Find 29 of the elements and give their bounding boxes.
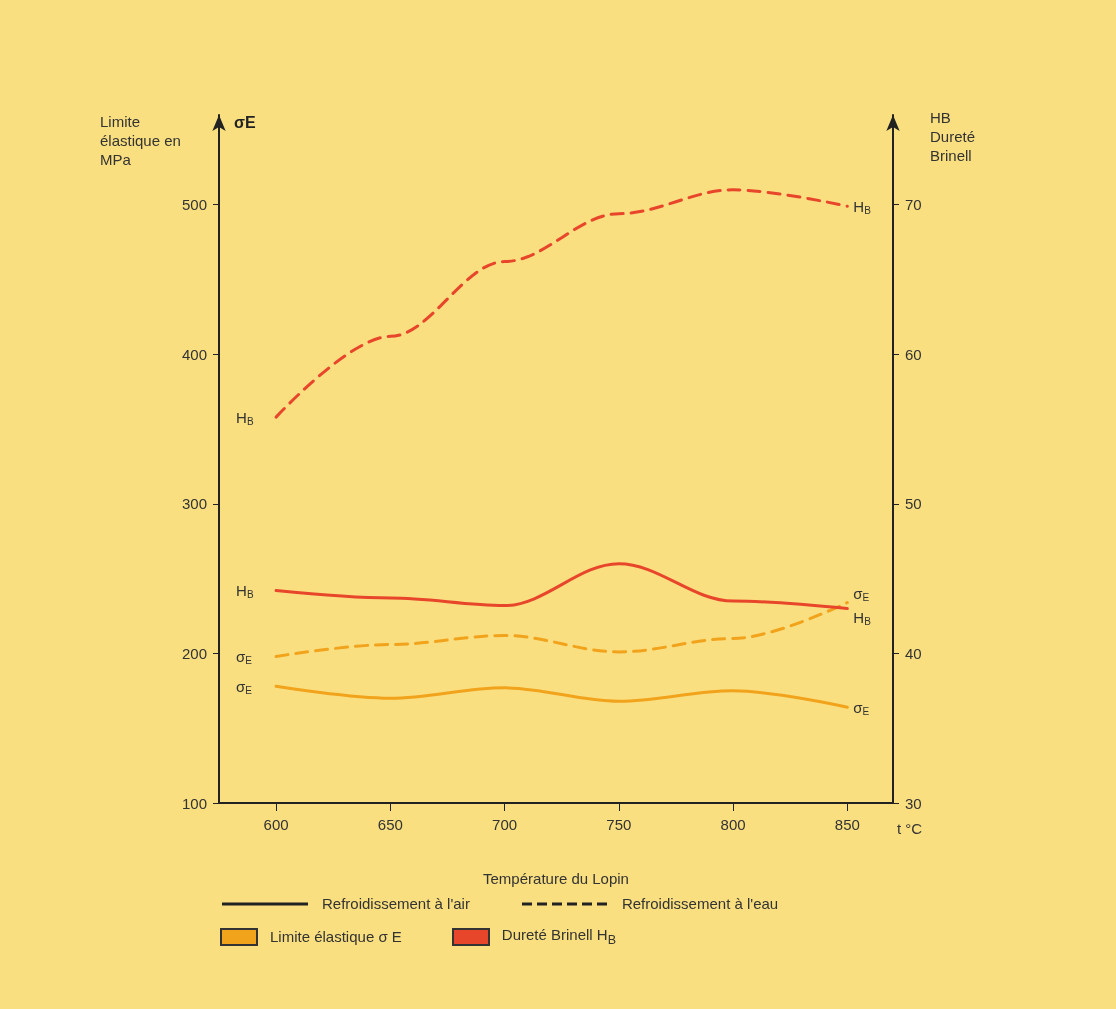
y2-tick-label: 70 [905,196,922,214]
x-tick-label: 650 [377,816,403,833]
y-tick-label: 500 [181,196,207,214]
y2-tick-label: 30 [905,794,922,812]
text: t °C [897,820,923,837]
y2-tick-label: 50 [905,495,922,513]
text: Dureté Brinell H$_{B}$ [501,926,617,947]
x-tick-label: 850 [834,816,860,833]
text: Limite élastique σ E [270,928,402,945]
y-axis-title: Limite élastique en MPa [100,113,186,168]
y-tick-label: 100 [181,794,207,812]
x-tick-label: 600 [263,816,289,833]
line-series [274,562,849,611]
x-tick-label: 700 [492,816,518,833]
annotation: σE [234,113,256,131]
text: Refroidissement à l'air [322,895,470,912]
x-tick-label: 750 [606,816,632,833]
y2-axis-title: HB Dureté Brinell [930,109,980,164]
line-series [274,684,849,709]
x-axis-title: Température du Lopin [483,870,629,887]
y-tick-label: 400 [181,345,207,363]
y2-tick-label: 60 [905,345,922,363]
y-tick-label: 300 [181,495,207,513]
line-series [274,188,849,419]
y-tick-label: 200 [181,644,207,662]
line-series [274,601,849,658]
x-tick-label: 800 [720,816,746,833]
y2-tick-label: 40 [905,644,922,662]
text: Refroidissement à l'eau [621,895,779,912]
